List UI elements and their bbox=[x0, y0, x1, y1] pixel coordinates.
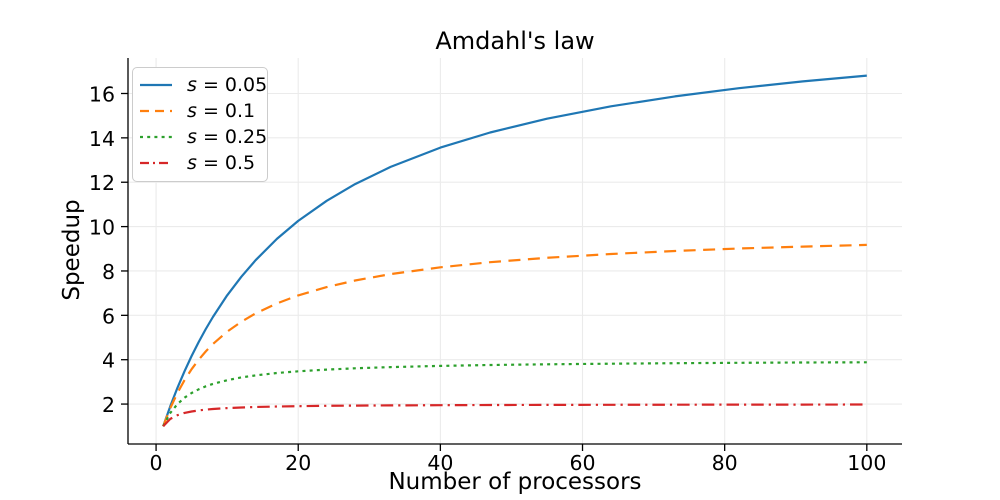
series-curve bbox=[162, 361, 867, 427]
legend-label: s = 0.1 bbox=[187, 100, 256, 122]
y-tick-label: 2 bbox=[102, 393, 115, 417]
y-tick-label: 14 bbox=[89, 127, 115, 151]
legend-label: s = 0.05 bbox=[187, 74, 268, 96]
y-axis-label: Speedup bbox=[59, 199, 85, 301]
x-tick-label: 40 bbox=[427, 451, 453, 475]
x-tick-label: 80 bbox=[712, 451, 738, 475]
series-curve bbox=[162, 74, 867, 427]
x-tick-label: 60 bbox=[569, 451, 595, 475]
legend-line-sample bbox=[140, 83, 172, 87]
y-tick-label: 8 bbox=[102, 260, 115, 284]
legend-line-sample bbox=[140, 161, 172, 165]
legend: s = 0.05 s = 0.1 s = 0.25 s = 0.5 bbox=[132, 67, 268, 182]
legend-label: s = 0.5 bbox=[187, 152, 256, 174]
series-curve bbox=[162, 403, 867, 428]
x-tick-label: 20 bbox=[285, 451, 311, 475]
x-tick-label: 100 bbox=[847, 451, 886, 475]
y-tick-label: 4 bbox=[102, 349, 115, 373]
legend-item: s = 0.5 bbox=[139, 150, 261, 176]
y-tick-label: 16 bbox=[89, 82, 115, 106]
legend-item: s = 0.1 bbox=[139, 98, 261, 124]
legend-item: s = 0.25 bbox=[139, 124, 267, 150]
y-tick-label: 6 bbox=[102, 304, 115, 328]
y-tick-label: 12 bbox=[89, 171, 115, 195]
x-axis-label: Number of processors bbox=[388, 469, 642, 495]
x-tick-label: 0 bbox=[150, 451, 163, 475]
legend-line-sample bbox=[140, 135, 172, 139]
y-tick-label: 10 bbox=[89, 216, 115, 240]
legend-line-sample bbox=[140, 109, 172, 113]
legend-label: s = 0.25 bbox=[187, 126, 268, 148]
legend-item: s = 0.05 bbox=[139, 72, 267, 98]
series-curve bbox=[162, 243, 867, 427]
chart-title: Amdahl's law bbox=[435, 27, 595, 55]
